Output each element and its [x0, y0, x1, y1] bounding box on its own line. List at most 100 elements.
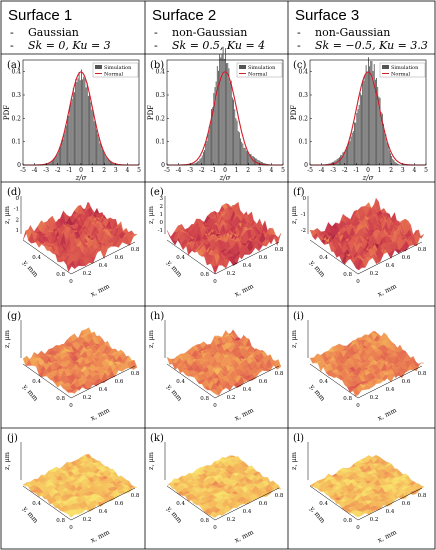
histogram-bar: [62, 139, 64, 165]
y-tick-label: 0.4: [298, 69, 308, 76]
histogram-bar: [85, 87, 87, 165]
x-tick-label: -2: [199, 167, 205, 174]
histogram-bar: [199, 159, 201, 165]
histogram-bar: [112, 162, 114, 165]
histogram-bar: [49, 162, 51, 165]
x-tick-label: 3: [114, 167, 118, 174]
histogram-bar: [76, 82, 78, 165]
surface-panel: z, μm 0.4 0.8 y, mm 0 0.2 0.4 0.6 0.8 x, mm: [3, 442, 140, 544]
header-col-1: Surface 1 - Gaussian - Sk = 0, Ku = 3: [8, 7, 111, 52]
z-axis-label: z, μm: [290, 452, 298, 470]
y-axis: [166, 485, 216, 521]
histogram-bar: [235, 118, 237, 165]
histogram-bar: [377, 86, 379, 165]
z-axis-label: z, μm: [290, 330, 298, 348]
histogram-bar: [342, 152, 344, 165]
y-axis: [22, 363, 72, 399]
x-tick-label: 0: [79, 167, 83, 174]
surface-panel: z, μm 0.4 0.8 y, mm 0 0.2 0.4 0.6 0.8 x, mm: [3, 320, 140, 422]
histogram-bar: [244, 147, 246, 165]
histogram-bar: [55, 155, 57, 165]
x-tick-label: 4: [412, 167, 416, 174]
y-tick-label: 0.8: [200, 396, 209, 402]
x-tick-label: 0.4: [243, 509, 252, 515]
x-tick-label: 0.8: [131, 247, 140, 253]
histogram-bar: [75, 79, 77, 165]
y-tick-label: 0.4: [176, 255, 185, 261]
z-axis-label: z, μm: [147, 330, 155, 348]
histogram-bar: [69, 105, 71, 165]
x-tick-label: 0.2: [227, 271, 236, 277]
histogram-bar: [90, 101, 92, 165]
histogram-bar: [350, 136, 352, 165]
y-axis-label: y, mm: [21, 504, 40, 525]
legend-label-normal: Normal: [104, 72, 123, 78]
x-axis-label: z/σ: [219, 174, 231, 182]
histogram-bar: [354, 122, 355, 165]
histogram-bar: [247, 151, 248, 165]
x-tick-label: 0.8: [418, 247, 427, 253]
x-tick-label: 0.4: [99, 509, 108, 515]
y-axis: [166, 363, 216, 399]
histogram-bar: [84, 78, 86, 165]
x-tick-label: 0.2: [227, 395, 236, 401]
panel-letter-a: (a): [7, 60, 21, 71]
x-tick-label: 0.4: [99, 263, 108, 269]
histogram-bar: [356, 112, 358, 165]
x-axis-label: x, mm: [89, 406, 111, 422]
x-tick-label: 0.2: [370, 271, 379, 277]
histogram-bar: [219, 53, 221, 165]
histogram-bar: [98, 136, 100, 165]
histogram-bar: [250, 153, 252, 165]
histogram-bar: [348, 141, 350, 165]
y-tick-label: 0.4: [319, 379, 328, 385]
z-axis-label: z, μm: [147, 452, 155, 470]
x-tick-label: 0.4: [99, 387, 108, 393]
y-axis-label: y, mm: [21, 258, 40, 279]
panel-letter-c: (c): [293, 60, 307, 71]
histogram-bar: [363, 80, 365, 165]
histogram-bar: [226, 63, 228, 165]
y-tick-label: 0.4: [176, 501, 185, 507]
surface-panel: z, μm 3 2 1 0 -1 0.4 0.8 y, mm 0 0.2 0.4 0.6 0.8 x, mm: [147, 196, 284, 298]
histogram-bar: [351, 132, 353, 165]
y-tick-label: 0.4: [32, 501, 41, 507]
x-tick-label: 0.4: [243, 263, 252, 269]
x-tick-label: 3: [258, 167, 262, 174]
x-tick-label: 0: [223, 167, 227, 174]
x-tick-label: 1: [91, 167, 95, 174]
histogram-bar: [204, 150, 205, 165]
y-tick-label: 0.4: [155, 69, 165, 76]
histogram-bar: [378, 96, 380, 165]
histogram-bar: [208, 126, 210, 165]
x-tick-label: 0.6: [259, 379, 268, 385]
histogram-bar: [357, 109, 359, 165]
x-tick-label: -3: [330, 167, 336, 174]
x-tick-label: 0.6: [115, 255, 124, 261]
x-tick-label: 0.8: [275, 371, 284, 377]
histogram-bar: [57, 151, 59, 165]
histogram-bar: [349, 141, 351, 165]
histogram-bar: [54, 158, 56, 165]
x-tick-label: 0.6: [115, 501, 124, 507]
histogram-bar: [220, 57, 222, 165]
histogram-bar: [97, 133, 99, 165]
histogram-bar: [262, 162, 263, 165]
histogram-bar: [345, 146, 347, 165]
histogram-bar: [361, 95, 362, 165]
histogram-bar: [65, 125, 67, 165]
histogram-bar: [106, 157, 108, 165]
x-tick-label: 0: [69, 403, 73, 409]
histogram-bar: [234, 109, 236, 165]
x-tick-label: 0: [69, 279, 73, 285]
x-tick-label: 5: [281, 167, 285, 174]
z-tick-label: -1: [301, 212, 306, 218]
histogram-bar: [395, 162, 397, 165]
legend-box: [92, 62, 139, 78]
x-axis-label: x, mm: [89, 528, 111, 544]
histogram-bar: [60, 146, 61, 165]
histogram-bar: [384, 130, 386, 165]
y-tick-label: 0: [304, 162, 308, 169]
